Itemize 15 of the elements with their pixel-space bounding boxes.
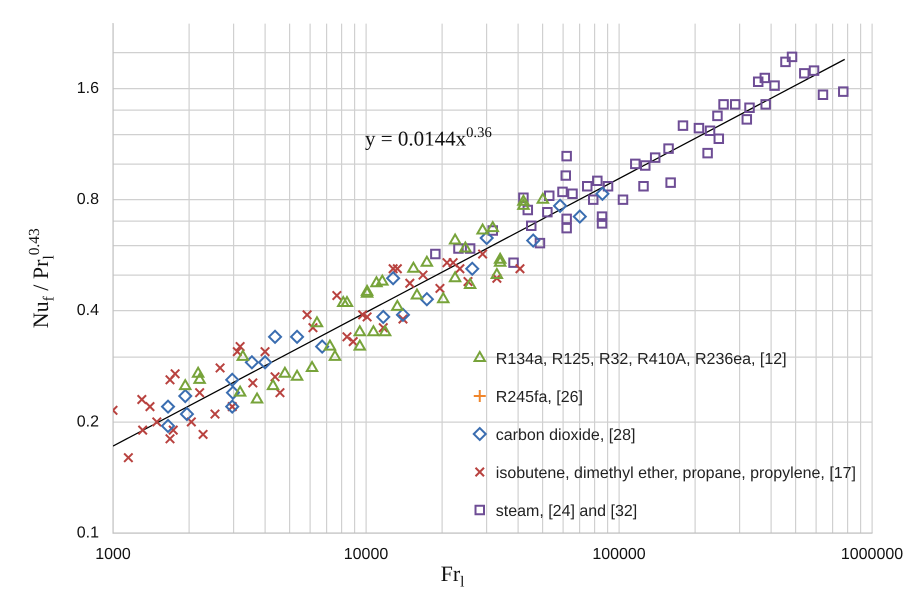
legend-label: R134a, R125, R32, R410A, R236ea, [12]	[496, 351, 787, 368]
y-tick-label: 0.1	[76, 524, 100, 542]
x-tick-label: 100000	[592, 546, 646, 564]
y-tick-label: 0.4	[76, 302, 100, 320]
legend-label: isobutene, dimethyl ether, propane, propylene, [17]	[496, 465, 856, 482]
x-tick-label: 1000	[95, 546, 131, 564]
y-tick-label: 0.2	[76, 413, 100, 430]
y-tick-label: 1.6	[76, 80, 100, 97]
legend-label: steam, [24] and [32]	[496, 503, 638, 520]
y-tick-label: 0.8	[76, 191, 100, 208]
y-axis-title: Nuf / Prl0.43	[26, 228, 58, 328]
legend-label: carbon dioxide, [28]	[496, 427, 636, 444]
x-tick-label: 1000000	[840, 546, 904, 564]
x-tick-label: 10000	[344, 546, 388, 564]
legend-label: R245fa, [26]	[496, 389, 583, 406]
